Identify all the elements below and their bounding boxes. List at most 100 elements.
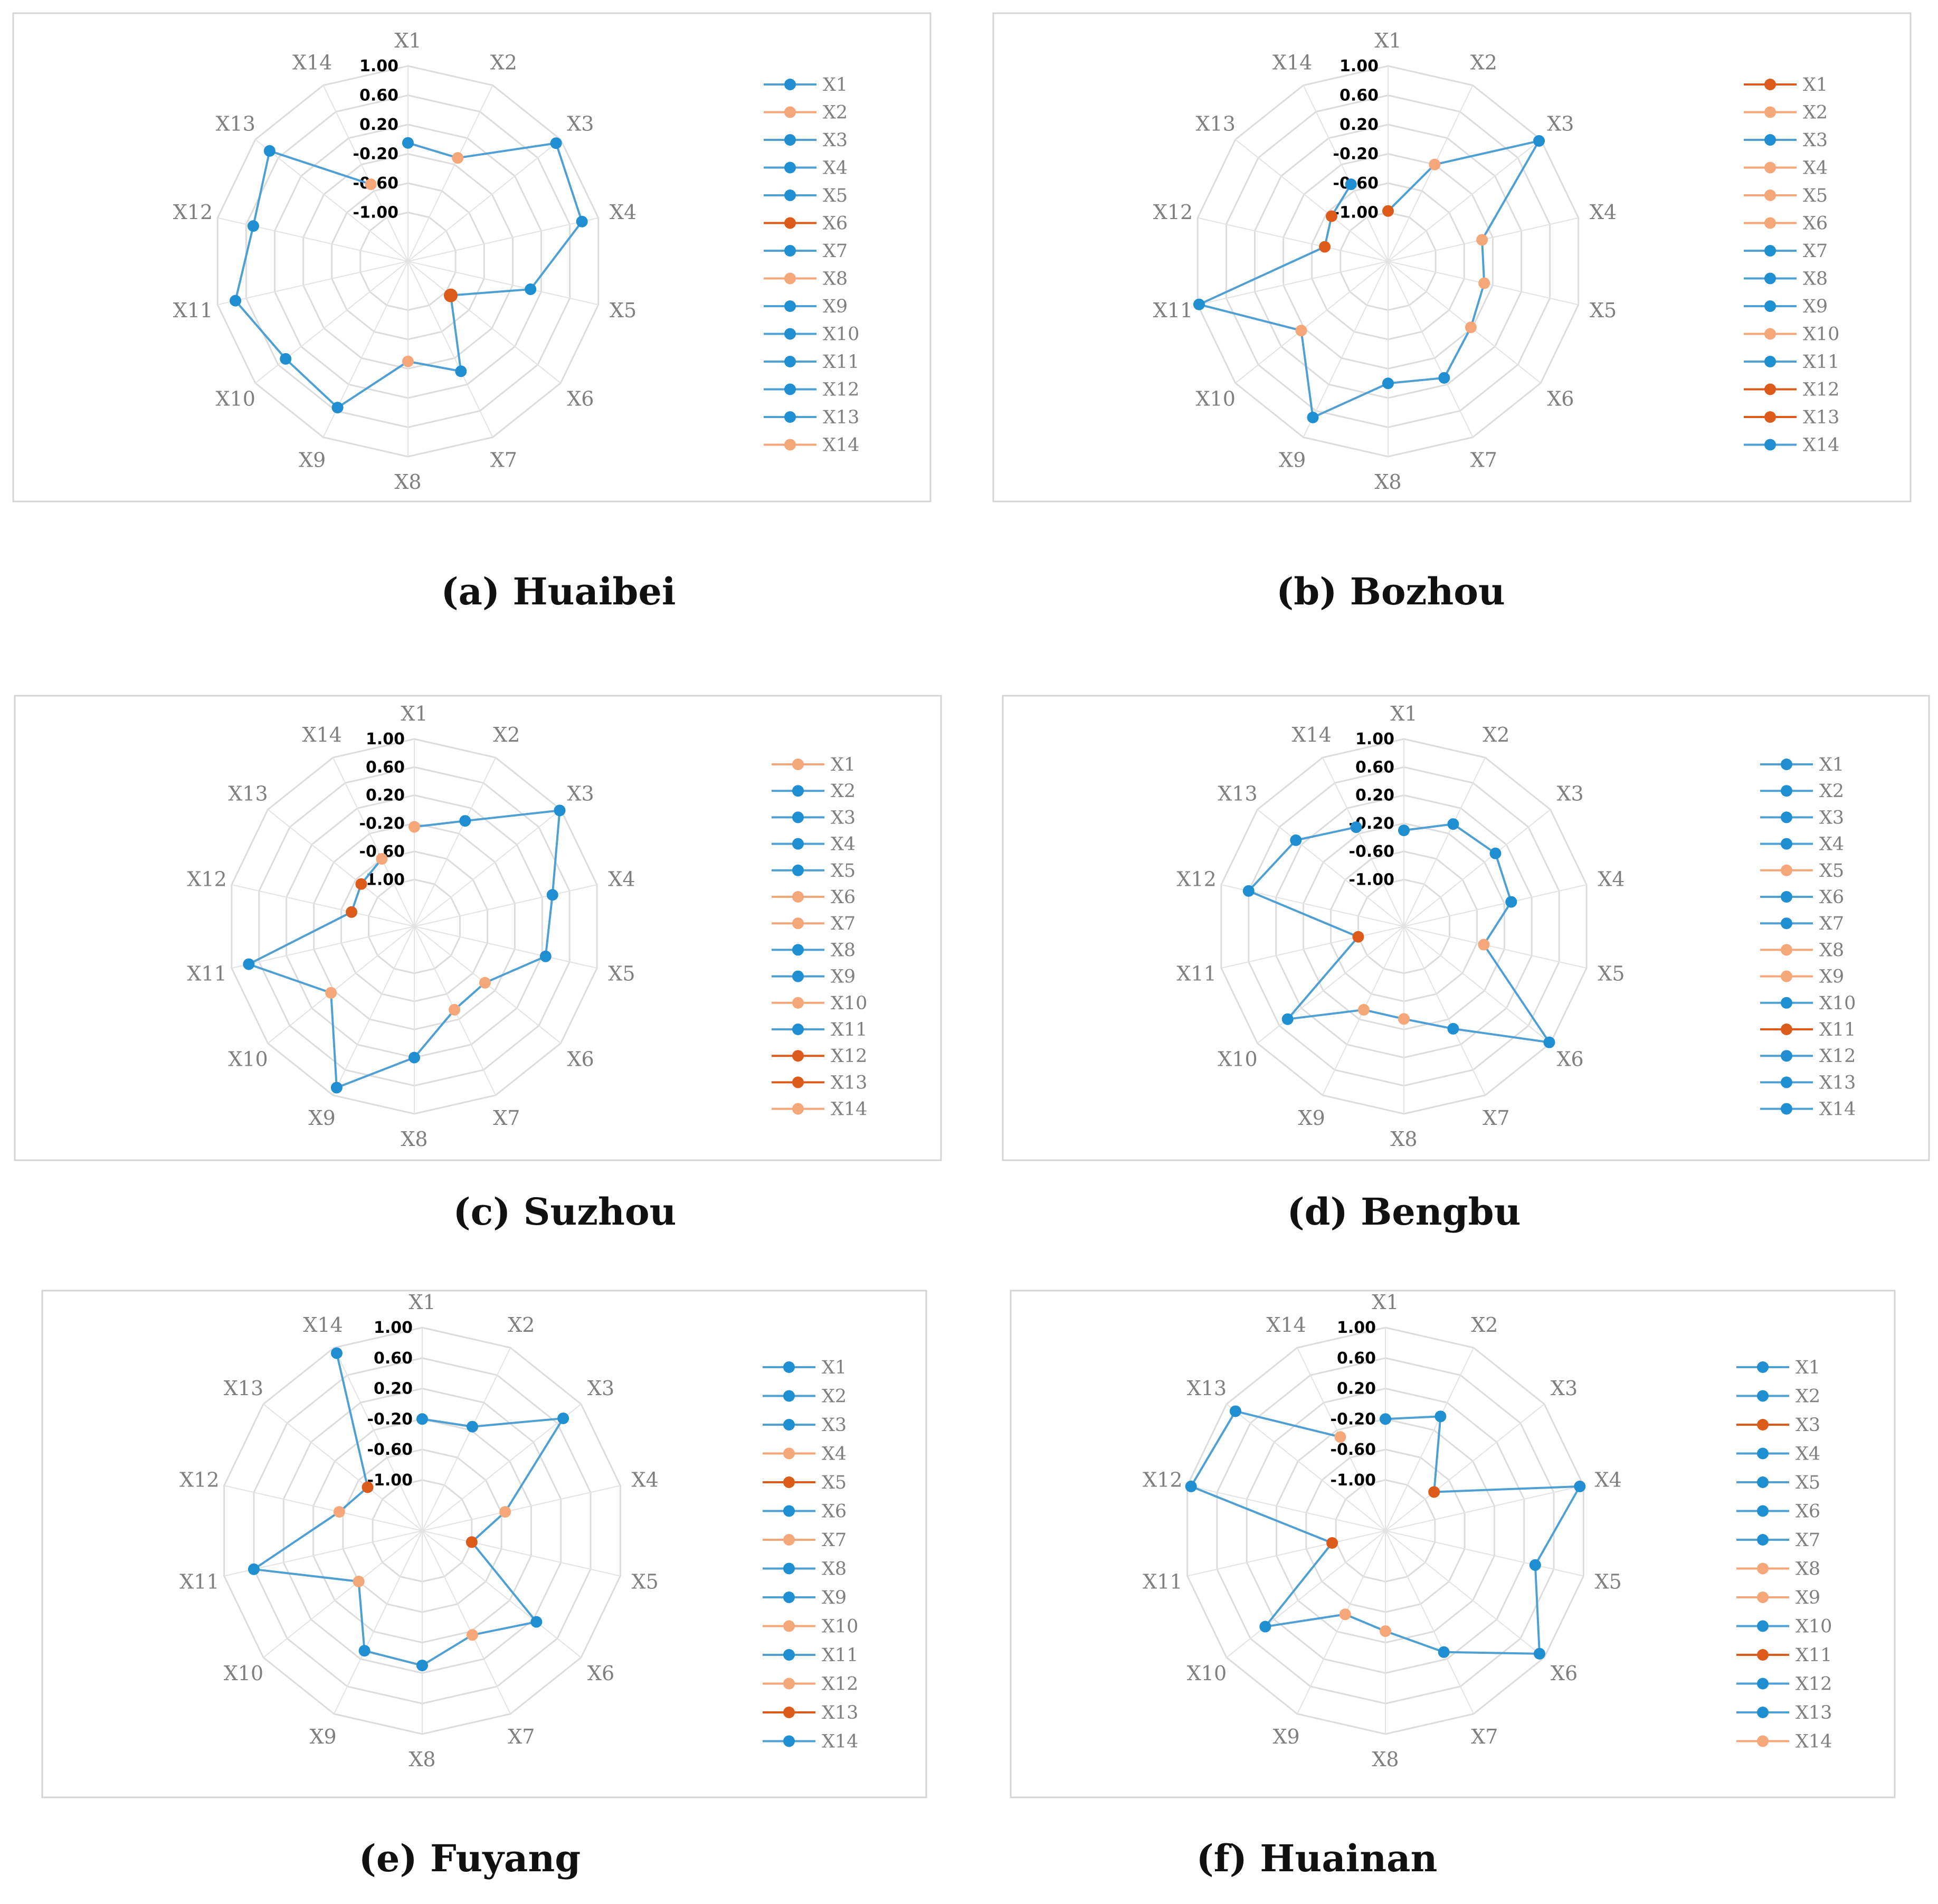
axis-label-x12: X12 xyxy=(173,201,213,224)
legend-entry-x3: X3 xyxy=(772,807,856,828)
axis-label-x3: X3 xyxy=(567,112,594,135)
data-point-x3 xyxy=(1533,135,1545,147)
data-point-x1 xyxy=(1398,825,1410,837)
grid-spoke xyxy=(1403,926,1587,969)
chart-frame xyxy=(992,12,1912,503)
legend-label: X2 xyxy=(1819,781,1844,802)
data-point-x8 xyxy=(402,355,414,367)
legend-label: X13 xyxy=(823,407,859,428)
data-point-x10 xyxy=(353,1576,365,1588)
legend-entry-x2: X2 xyxy=(763,1386,847,1407)
grid-spoke xyxy=(332,926,415,1096)
legend-label: X1 xyxy=(822,1357,847,1378)
legend-entry-x3: X3 xyxy=(1736,1415,1820,1436)
legend-label: X11 xyxy=(822,1645,858,1666)
radar-panel-a: 1.000.600.20-0.20-0.60-1.00X1X2X3X4X5X6X… xyxy=(12,12,932,613)
ring-tick-label: -1.00 xyxy=(1331,1471,1376,1490)
ring-tick-label: -1.00 xyxy=(1333,204,1379,222)
legend-marker xyxy=(1781,811,1792,823)
axis-label-x14: X14 xyxy=(1266,1313,1306,1337)
legend-entry-x6: X6 xyxy=(764,213,848,234)
legend-marker xyxy=(792,997,804,1009)
axis-label-x6: X6 xyxy=(587,1662,614,1685)
ring-tick-label: 1.00 xyxy=(366,730,405,749)
chart-frame xyxy=(12,12,932,503)
data-point-x11 xyxy=(1193,298,1205,310)
data-point-x14 xyxy=(1334,1431,1346,1443)
legend-label: X3 xyxy=(1796,1415,1820,1436)
axis-label-x5: X5 xyxy=(608,962,635,986)
legend-marker xyxy=(1757,1707,1769,1718)
data-point-x10 xyxy=(280,353,292,365)
legend-entry-x4: X4 xyxy=(764,158,848,179)
legend-label: X9 xyxy=(1796,1587,1820,1608)
legend-label: X10 xyxy=(831,993,867,1014)
axis-label-x12: X12 xyxy=(1153,201,1193,224)
grid-spoke xyxy=(263,1530,423,1658)
legend-entry-x6: X6 xyxy=(772,887,856,908)
axis-label-x1: X1 xyxy=(394,29,421,52)
axis-label-x2: X2 xyxy=(493,723,520,746)
legend-marker xyxy=(1781,1076,1792,1088)
legend-marker xyxy=(1764,245,1776,257)
legend-entry-x7: X7 xyxy=(763,1530,847,1551)
legend-entry-x8: X8 xyxy=(1744,269,1828,290)
legend-entry-x14: X14 xyxy=(764,435,859,456)
data-point-x5 xyxy=(1478,277,1490,289)
legend-marker xyxy=(1764,328,1776,340)
data-point-x7 xyxy=(449,1003,461,1016)
legend-entry-x6: X6 xyxy=(763,1501,847,1522)
legend-label: X6 xyxy=(1803,213,1828,234)
axis-label-x13: X13 xyxy=(224,1377,263,1400)
legend-entry-x2: X2 xyxy=(1736,1386,1820,1407)
legend-label: X1 xyxy=(831,754,856,775)
legend-marker xyxy=(1757,1419,1769,1431)
legend-entry-x5: X5 xyxy=(764,185,848,206)
legend-entry-x12: X12 xyxy=(1760,1046,1856,1067)
axis-label-x3: X3 xyxy=(587,1377,614,1400)
grid-spoke xyxy=(1403,926,1486,1096)
legend-label: X11 xyxy=(1796,1645,1832,1666)
axis-label-x9: X9 xyxy=(1279,449,1306,472)
legend-label: X10 xyxy=(1819,993,1856,1014)
ring-tick-label: 0.20 xyxy=(359,116,398,134)
axis-label-x11: X11 xyxy=(179,1570,219,1593)
legend-label: X8 xyxy=(1803,269,1828,290)
legend-entry-x1: X1 xyxy=(1760,754,1844,775)
grid-spoke xyxy=(255,261,408,384)
data-point-x10 xyxy=(1281,1013,1294,1025)
legend-entry-x12: X12 xyxy=(763,1674,858,1695)
axis-label-x10: X10 xyxy=(1187,1662,1227,1685)
data-point-x6 xyxy=(1533,1647,1545,1660)
data-point-x1 xyxy=(402,137,414,149)
axis-label-x13: X13 xyxy=(1187,1377,1227,1400)
legend-marker xyxy=(1764,411,1776,423)
axis-label-x8: X8 xyxy=(394,470,421,494)
legend-marker xyxy=(784,383,796,395)
legend-entry-x9: X9 xyxy=(1744,296,1828,317)
radar-panel-e: 1.00 0.60 0.20 -0.20 -0.60 -1.00 X1 X2 X3 X4 X5 X6 X… xyxy=(41,1290,927,1880)
legend-entry-x10: X10 xyxy=(764,324,859,345)
axis-label-x4: X4 xyxy=(610,201,636,224)
legend-entry-x9: X9 xyxy=(763,1587,847,1608)
legend-marker xyxy=(1764,300,1776,312)
legend-label: X4 xyxy=(831,834,856,855)
legend-marker xyxy=(792,970,804,982)
legend-label: X10 xyxy=(1796,1616,1832,1637)
legend-entry-x11: X11 xyxy=(1744,352,1839,373)
grid-spoke xyxy=(1403,809,1551,927)
legend-marker xyxy=(1757,1505,1769,1517)
data-point-x13 xyxy=(362,1481,374,1493)
axis-label-x7: X7 xyxy=(490,449,517,472)
grid-spoke xyxy=(1388,139,1541,262)
axis-label-x12: X12 xyxy=(1176,867,1216,891)
legend-entry-x7: X7 xyxy=(1760,913,1844,934)
axis-label-x5: X5 xyxy=(1590,299,1617,322)
data-point-x8 xyxy=(416,1660,428,1672)
data-point-x11 xyxy=(1352,931,1364,943)
data-point-x9 xyxy=(358,1645,370,1657)
legend-label: X4 xyxy=(1819,834,1844,855)
legend-entry-x8: X8 xyxy=(772,940,856,961)
legend-marker xyxy=(792,864,804,876)
data-point-x13 xyxy=(1290,834,1302,846)
